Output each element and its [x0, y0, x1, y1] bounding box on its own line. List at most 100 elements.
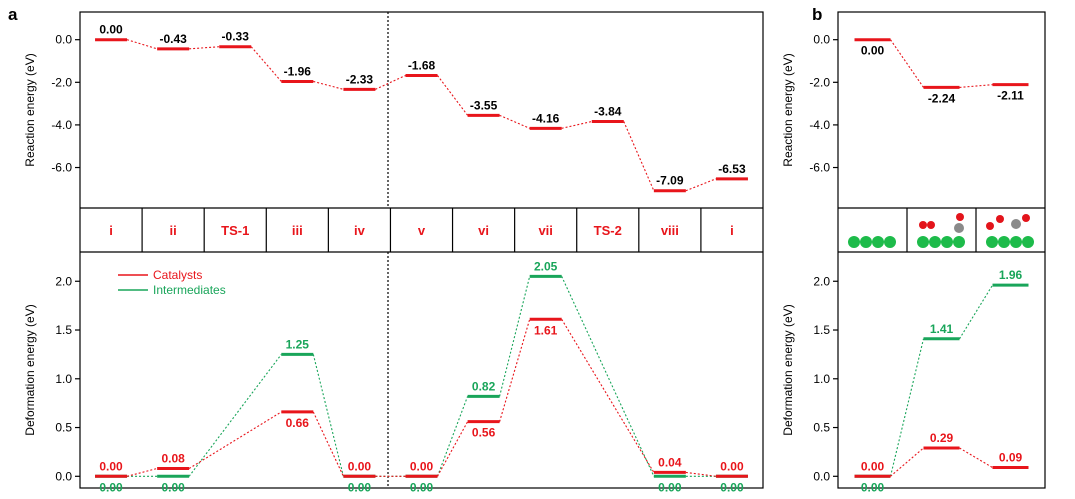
- frame-b: [837, 11, 1046, 489]
- series-deformation-b: 0.00 1.41 1.96 0.00 0.29 0.09: [854, 268, 1029, 494]
- series-deformation-a: 0.00 0.00 1.25 0.00 0.00 0.82 2.05 0.00 0.00 0.00…: [95, 259, 748, 494]
- catalyst-a-value-label: 1.61: [534, 323, 558, 337]
- catalyst-a-value-label: 0.00: [99, 459, 123, 473]
- oxygen-atom-icon: [996, 215, 1004, 223]
- reaction-a-connector: [561, 120, 592, 129]
- state-strip-a: i ii TS-1 iii iv v vi vii TS-2 viii i: [109, 208, 734, 252]
- oxygen-atom-icon: [1022, 214, 1030, 222]
- series-reaction-a: 0.00 -0.43 -0.33 -1.96 -2.33 -1.68 -3.55 -4.16 -…: [95, 23, 748, 193]
- axis-b-top: 0.0 -2.0 -4.0 -6.0 Reaction energy (eV): [781, 33, 838, 175]
- structure-strip-b: [848, 208, 1034, 252]
- reaction-b-value-label: -2.24: [928, 91, 956, 105]
- catalyst-a-connector: [499, 319, 531, 422]
- y-tick-label: 1.0: [813, 372, 830, 386]
- y-tick-label: -2.0: [51, 75, 72, 89]
- surface-atom-icon: [941, 236, 953, 248]
- reaction-a-connector: [623, 121, 655, 191]
- reaction-a-connector: [189, 46, 220, 50]
- surface-atom-icon: [917, 236, 929, 248]
- axis-b-bottom: 0.0 0.5 1.0 1.5 2.0 Deformation energy (eV): [781, 274, 838, 483]
- reaction-b-value-label: -2.11: [997, 89, 1024, 103]
- intermediate-a-value-label: 0.82: [472, 379, 496, 393]
- y-tick-label: 0.0: [55, 33, 72, 47]
- intermediate-a-value-label: 0.00: [99, 480, 123, 494]
- y-tick-label: -6.0: [51, 161, 72, 175]
- y-tick-label: -2.0: [809, 75, 830, 89]
- surface-atom-icon: [986, 236, 998, 248]
- y-tick-label: 2.0: [55, 274, 72, 288]
- intermediate-a-value-label: 0.00: [410, 480, 434, 494]
- catalyst-a-connector: [312, 411, 344, 477]
- panel-label-b: b: [812, 5, 822, 24]
- catalyst-a-value-label: 0.66: [286, 416, 310, 430]
- axis-a-top: 0.0 -2.0 -4.0 -6.0 Reaction energy (eV): [23, 33, 80, 175]
- intermediate-a-connector: [436, 396, 469, 477]
- series-reaction-b: 0.00 -2.24 -2.11: [854, 38, 1029, 105]
- oxygen-atom-icon: [919, 221, 927, 229]
- reaction-a-value-label: -4.16: [532, 111, 560, 125]
- intermediate-b-value-label: 1.41: [930, 322, 954, 336]
- reaction-a-connector: [250, 46, 282, 82]
- catalyst-a-value-label: 0.56: [472, 426, 496, 440]
- legend-label-catalysts: Catalysts: [153, 268, 202, 282]
- surface-atom-icon: [1010, 236, 1022, 248]
- y-tick-label: 0.0: [813, 469, 830, 483]
- intermediate-a-connector: [312, 354, 344, 477]
- reaction-a-connector: [126, 39, 158, 50]
- reaction-a-connector: [313, 80, 344, 90]
- catalyst-b-connector: [959, 447, 993, 468]
- y-tick-label: 1.5: [55, 323, 72, 337]
- catalyst-a-value-label: 0.08: [161, 451, 185, 465]
- state-label: ii: [170, 223, 177, 238]
- state-label: iv: [354, 223, 366, 238]
- catalyst-a-value-label: 0.00: [410, 459, 434, 473]
- reaction-a-value-label: -2.33: [346, 72, 374, 86]
- carbon-atom-icon: [954, 223, 964, 233]
- catalyst-a-connector: [437, 421, 469, 477]
- state-label: TS-1: [221, 223, 249, 238]
- surface-atom-icon: [872, 236, 884, 248]
- reaction-a-value-label: -3.55: [470, 98, 498, 112]
- y-tick-label: 1.0: [55, 372, 72, 386]
- surface-atom-icon: [860, 236, 872, 248]
- state-label: viii: [661, 223, 679, 238]
- y-axis-label: Deformation energy (eV): [23, 304, 37, 435]
- intermediate-a-connector: [188, 354, 282, 477]
- catalyst-a-value-label: 0.00: [720, 459, 744, 473]
- reaction-b-connector: [890, 39, 924, 88]
- surface-atom-icon: [953, 236, 965, 248]
- panel-label-a: a: [8, 5, 18, 24]
- y-tick-label: 0.0: [55, 469, 72, 483]
- intermediate-a-value-label: 0.00: [161, 480, 185, 494]
- state-label: iii: [292, 223, 303, 238]
- y-tick-label: -4.0: [51, 118, 72, 132]
- surface-atom-icon: [929, 236, 941, 248]
- state-label: TS-2: [594, 223, 622, 238]
- surface-atom-icon: [848, 236, 860, 248]
- catalyst-a-connector: [126, 467, 158, 477]
- intermediate-a-value-label: 0.00: [348, 480, 372, 494]
- intermediate-b-value-label: 1.96: [999, 268, 1023, 282]
- state-label: i: [730, 223, 734, 238]
- intermediate-a-value-label: 2.05: [534, 259, 558, 273]
- reaction-a-value-label: 0.00: [99, 23, 123, 37]
- frame-a: [79, 11, 764, 489]
- y-tick-label: 1.5: [813, 323, 830, 337]
- reaction-a-value-label: -0.43: [159, 32, 187, 46]
- y-tick-label: 2.0: [813, 274, 830, 288]
- state-label: vi: [478, 223, 489, 238]
- carbon-atom-icon: [1011, 219, 1021, 229]
- oxygen-atom-icon: [927, 221, 935, 229]
- intermediate-a-connector: [499, 276, 531, 397]
- reaction-a-connector: [685, 178, 717, 192]
- y-axis-label: Deformation energy (eV): [781, 304, 795, 435]
- reaction-b-connector: [959, 84, 993, 88]
- panel-frames: [79, 11, 1046, 489]
- reaction-a-value-label: -1.96: [284, 64, 312, 78]
- reaction-b-value-label: 0.00: [861, 44, 885, 58]
- state-label: v: [418, 223, 426, 238]
- reaction-a-connector: [437, 75, 469, 116]
- intermediate-a-value-label: 0.00: [658, 480, 682, 494]
- surface-atom-icon: [1022, 236, 1034, 248]
